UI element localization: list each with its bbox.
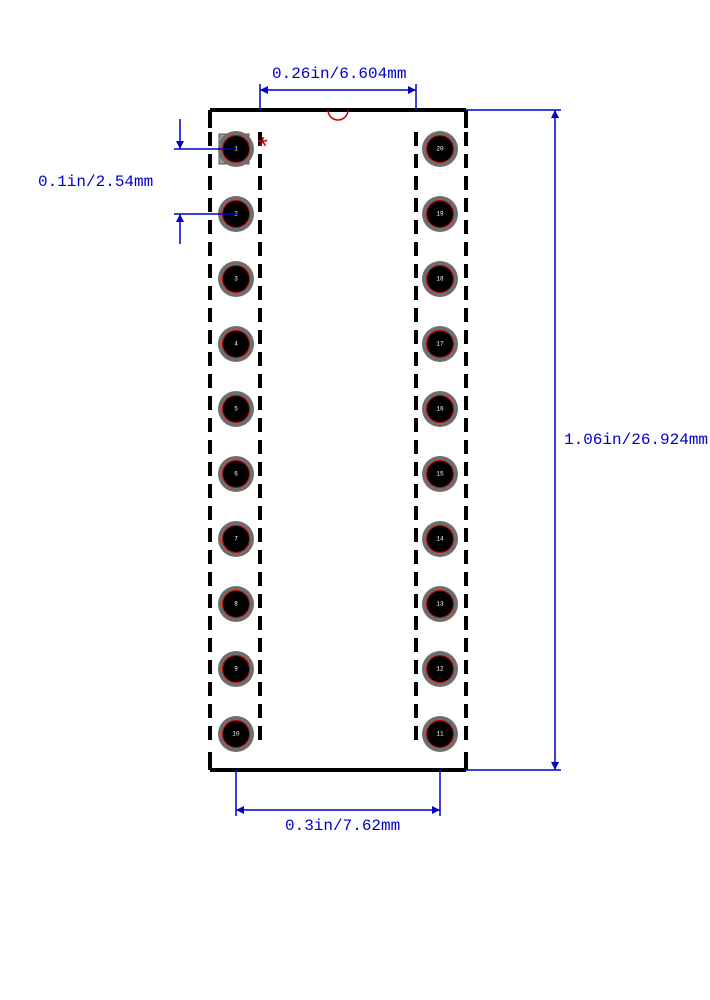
pin-16: 16 — [422, 391, 458, 427]
pin-17: 17 — [422, 326, 458, 362]
dim-top-label: 0.26in/6.604mm — [272, 65, 406, 83]
svg-text:11: 11 — [436, 731, 444, 738]
dim-height-label: 1.06in/26.924mm — [564, 431, 708, 449]
svg-text:4: 4 — [234, 341, 238, 348]
svg-text:10: 10 — [232, 731, 240, 738]
svg-text:13: 13 — [436, 601, 444, 608]
pin-6: 6 — [218, 456, 254, 492]
svg-text:12: 12 — [436, 666, 444, 673]
svg-text:6: 6 — [234, 471, 238, 478]
svg-text:8: 8 — [234, 601, 238, 608]
pin-15: 15 — [422, 456, 458, 492]
pin-11: 11 — [422, 716, 458, 752]
pin-3: 3 — [218, 261, 254, 297]
pin-5: 5 — [218, 391, 254, 427]
svg-text:15: 15 — [436, 471, 444, 478]
svg-text:20: 20 — [436, 146, 444, 153]
pin-4: 4 — [218, 326, 254, 362]
svg-text:3: 3 — [234, 276, 238, 283]
svg-text:19: 19 — [436, 211, 444, 218]
pin-10: 10 — [218, 716, 254, 752]
pin-18: 18 — [422, 261, 458, 297]
pin-20: 20 — [422, 131, 458, 167]
dim-pitch-label: 0.1in/2.54mm — [38, 173, 153, 191]
pin-14: 14 — [422, 521, 458, 557]
pin-12: 12 — [422, 651, 458, 687]
pin-8: 8 — [218, 586, 254, 622]
svg-text:9: 9 — [234, 666, 238, 673]
pin-19: 19 — [422, 196, 458, 232]
svg-text:18: 18 — [436, 276, 444, 283]
pin-13: 13 — [422, 586, 458, 622]
svg-text:14: 14 — [436, 536, 444, 543]
svg-text:7: 7 — [234, 536, 238, 543]
pin1-asterisk: * — [255, 134, 271, 164]
dim-bottom-label: 0.3in/7.62mm — [285, 817, 400, 835]
pin-7: 7 — [218, 521, 254, 557]
svg-text:16: 16 — [436, 406, 444, 413]
pin-9: 9 — [218, 651, 254, 687]
svg-text:17: 17 — [436, 341, 444, 348]
svg-text:5: 5 — [234, 406, 238, 413]
